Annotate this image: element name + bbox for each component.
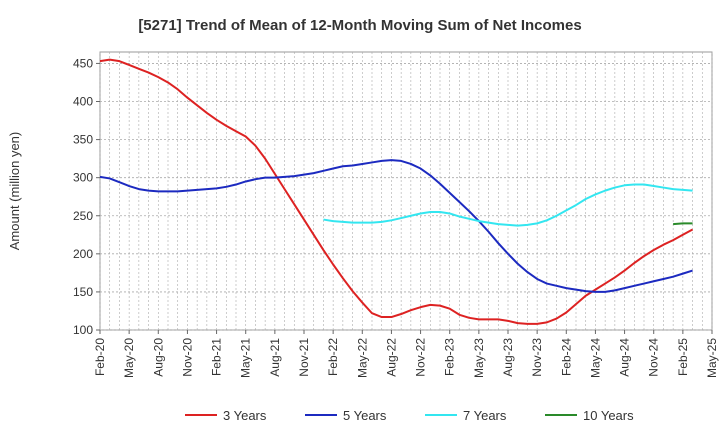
x-tick-label: May-25 — [705, 338, 719, 378]
y-tick-label: 300 — [73, 171, 93, 185]
legend-item-5-years: 5 Years — [305, 408, 387, 423]
x-tick-label: Aug-21 — [268, 338, 282, 377]
x-tick-label: Nov-24 — [647, 338, 661, 377]
y-tick-label: 100 — [73, 323, 93, 337]
x-tick-label: Feb-25 — [676, 338, 690, 376]
y-tick-label: 350 — [73, 133, 93, 147]
x-tick-label: Feb-21 — [210, 338, 224, 376]
series-line-7-years — [323, 183, 693, 227]
y-tick-label: 450 — [73, 56, 93, 70]
x-axis: Feb-20 May-20 Aug-20 Nov-20 Feb-21 May-21 Aug-… — [93, 330, 719, 378]
legend-label: 10 Years — [583, 408, 634, 423]
legend-label: 3 Years — [223, 408, 267, 423]
x-tick-label: Feb-23 — [443, 338, 457, 376]
legend: 3 Years 5 Years 7 Years 10 Years — [185, 408, 634, 423]
x-tick-label: Aug-20 — [151, 338, 165, 377]
y-tick-label: 150 — [73, 285, 93, 299]
legend-label: 7 Years — [463, 408, 507, 423]
x-tick-label: Feb-24 — [559, 338, 573, 376]
x-tick-label: May-22 — [355, 338, 369, 378]
chart-title: [5271] Trend of Mean of 12-Month Moving … — [138, 17, 581, 34]
y-axis: 100 150 200 250 300 350 400 450 — [73, 56, 100, 337]
y-tick-label: 400 — [73, 95, 93, 109]
series-line-10-years — [673, 222, 693, 226]
x-tick-label: Nov-21 — [297, 338, 311, 377]
x-tick-label: May-24 — [588, 338, 602, 378]
series-line-3-years — [99, 58, 694, 325]
x-tick-label: Feb-20 — [93, 338, 107, 376]
legend-item-10-years: 10 Years — [545, 408, 634, 423]
series-line-5-years — [99, 159, 693, 293]
x-tick-label: Nov-23 — [530, 338, 544, 377]
y-tick-label: 200 — [73, 247, 93, 261]
legend-item-3-years: 3 Years — [185, 408, 267, 423]
y-tick-label: 250 — [73, 209, 93, 223]
x-tick-label: May-23 — [472, 338, 486, 378]
plot-area — [99, 58, 694, 325]
x-tick-label: Aug-22 — [384, 338, 398, 377]
legend-item-7-years: 7 Years — [425, 408, 507, 423]
x-tick-label: Nov-20 — [180, 338, 194, 377]
x-tick-label: Aug-23 — [501, 338, 515, 377]
x-tick-label: May-20 — [122, 338, 136, 378]
y-axis-label: Amount (million yen) — [7, 132, 22, 251]
x-tick-label: May-21 — [239, 338, 253, 378]
legend-label: 5 Years — [343, 408, 387, 423]
x-tick-label: Aug-24 — [618, 338, 632, 377]
x-tick-label: Nov-22 — [414, 338, 428, 377]
x-tick-label: Feb-22 — [326, 338, 340, 376]
